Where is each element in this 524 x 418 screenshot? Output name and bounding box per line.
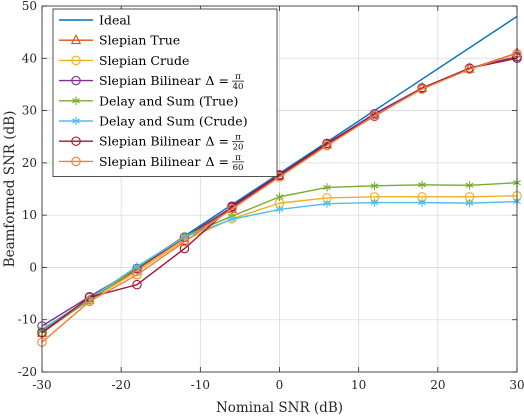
data-point xyxy=(465,181,474,190)
x-tick-label: -10 xyxy=(191,378,210,392)
legend-label: Delay and Sum (True) xyxy=(99,93,238,108)
series-line xyxy=(41,52,518,343)
legend-marker xyxy=(71,75,81,86)
legend-frac-numerator: π xyxy=(235,133,241,143)
legend-entry: Slepian Bilinear Δ = π60 xyxy=(59,153,244,173)
legend-math-delta: Δ = xyxy=(206,154,229,169)
x-tick-label: 20 xyxy=(430,378,445,392)
x-tick-label: 30 xyxy=(509,378,524,392)
data-point xyxy=(84,296,95,307)
x-tick-label: 0 xyxy=(276,378,284,392)
data-point xyxy=(132,269,142,280)
y-tick-label: 40 xyxy=(22,51,37,65)
data-point xyxy=(322,140,332,151)
data-point xyxy=(179,243,190,254)
legend-entry: Slepian Bilinear Δ = π40 xyxy=(59,72,244,92)
legend-label: Slepian Bilinear xyxy=(99,134,201,149)
y-axis-label: Beamformed SNR (dB) xyxy=(2,111,18,268)
legend-entry: Slepian True xyxy=(59,33,180,48)
x-tick-label: -30 xyxy=(32,378,51,392)
legend-marker xyxy=(71,156,81,167)
legend-label: Slepian Bilinear xyxy=(99,73,201,88)
data-point xyxy=(418,180,426,190)
data-point xyxy=(323,199,331,208)
series-line xyxy=(41,57,518,334)
legend-marker xyxy=(72,96,80,105)
data-point xyxy=(417,84,427,94)
y-tick-label: 20 xyxy=(22,156,37,170)
legend-frac-numerator: π xyxy=(235,153,241,163)
legend-label: Slepian True xyxy=(99,33,180,48)
data-point xyxy=(369,111,380,121)
x-tick-label: -20 xyxy=(112,378,131,392)
data-point xyxy=(227,204,237,214)
legend-label: Slepian Bilinear xyxy=(99,154,201,169)
legend-frac-denominator: 40 xyxy=(233,82,244,92)
data-point xyxy=(275,205,284,214)
legend-entry: Delay and Sum (Crude) xyxy=(59,114,248,129)
data-point xyxy=(132,279,142,290)
y-tick-label: -10 xyxy=(18,313,37,327)
legend-math-delta: Δ = xyxy=(206,134,229,149)
legend-entry: Ideal xyxy=(59,13,131,28)
legend-marker xyxy=(72,116,80,126)
legend-marker xyxy=(71,55,81,66)
y-tick-label: -20 xyxy=(18,365,37,379)
legend-box xyxy=(52,8,278,178)
legend-entry: Slepian Crude xyxy=(59,53,189,68)
data-point xyxy=(465,198,474,208)
legend-label: Ideal xyxy=(99,13,131,28)
legend-marker xyxy=(70,33,82,45)
x-axis-label: Nominal SNR (dB) xyxy=(216,400,343,416)
y-tick-label: 30 xyxy=(22,104,37,118)
y-tick-label: 0 xyxy=(29,260,37,274)
legend-frac-denominator: 60 xyxy=(233,163,244,173)
y-tick-label: 50 xyxy=(22,0,37,13)
data-point xyxy=(323,183,331,192)
legend-entry: Slepian Bilinear Δ = π20 xyxy=(59,133,244,153)
data-point xyxy=(464,64,475,75)
legend-marker xyxy=(71,136,81,146)
y-tick-label: 10 xyxy=(22,208,37,222)
legend-math-delta: Δ = xyxy=(206,73,229,88)
data-point xyxy=(179,237,190,247)
data-point xyxy=(133,262,141,271)
data-point xyxy=(228,215,236,224)
x-tick-label: 10 xyxy=(351,378,366,392)
legend-label: Slepian Crude xyxy=(99,53,189,68)
series-layer xyxy=(36,15,523,347)
legend-frac-denominator: 20 xyxy=(233,143,244,153)
data-point xyxy=(370,181,379,191)
data-point xyxy=(370,198,379,207)
data-point xyxy=(418,198,426,207)
legend-frac-numerator: π xyxy=(235,72,241,82)
data-point xyxy=(275,192,284,202)
legend: Ideal Slepian True Slepian Crude Slepian Bi… xyxy=(52,8,278,178)
series-line xyxy=(41,195,518,333)
legend-entry: Delay and Sum (True) xyxy=(59,93,238,108)
legend-label: Delay and Sum (Crude) xyxy=(99,114,248,129)
